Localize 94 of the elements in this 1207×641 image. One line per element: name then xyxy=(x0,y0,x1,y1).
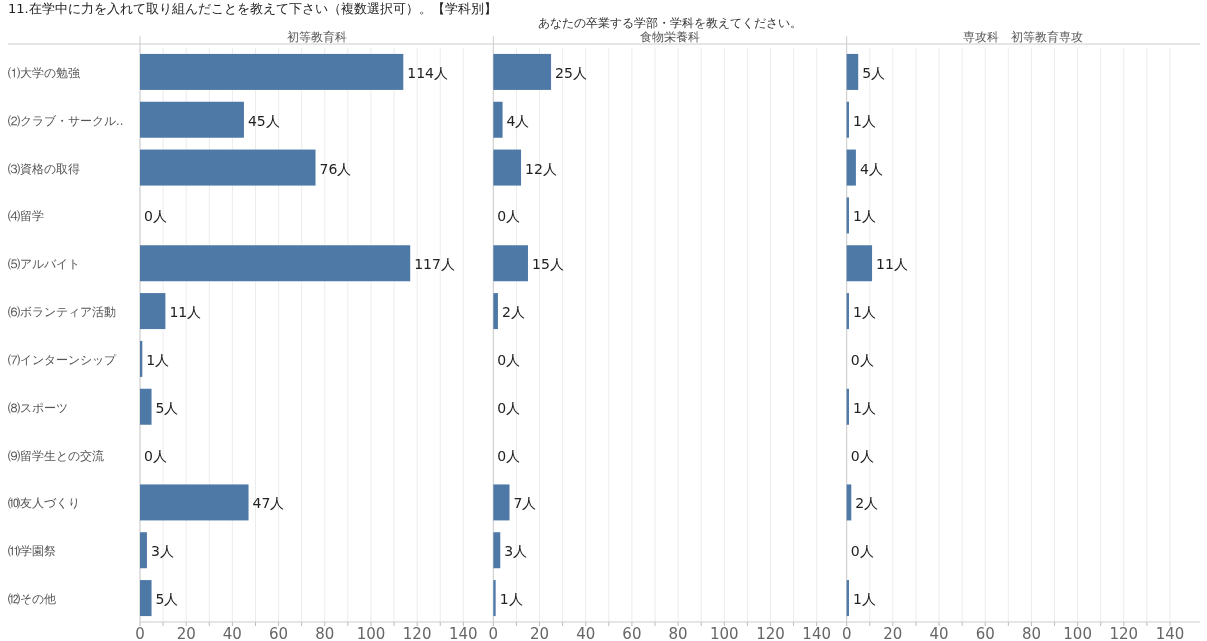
data-label: 0人 xyxy=(850,543,874,560)
data-label: 1人 xyxy=(852,304,876,321)
data-label: 11人 xyxy=(876,256,908,273)
data-label: 1人 xyxy=(852,208,876,225)
bar xyxy=(493,484,510,521)
y-tick-label: ⑵クラブ・サークル.. xyxy=(8,113,124,128)
data-label: 0人 xyxy=(850,447,874,464)
bar xyxy=(140,580,152,617)
data-label: 0人 xyxy=(144,447,167,464)
x-tick-label: 120 xyxy=(756,625,785,641)
x-tick-label: 60 xyxy=(975,625,995,641)
data-label: 0人 xyxy=(850,351,874,368)
data-label: 1人 xyxy=(852,399,876,416)
data-label: 1人 xyxy=(146,351,170,368)
x-tick-label: 80 xyxy=(315,625,335,641)
text: あなたの卒業する学部・学科を教えてください。 xyxy=(538,16,802,30)
y-tick-label: ⑾学園祭 xyxy=(8,544,56,559)
x-tick-label: 40 xyxy=(929,625,949,641)
data-label: 0人 xyxy=(497,447,521,464)
bar xyxy=(140,245,411,282)
bar xyxy=(140,293,166,330)
data-label: 0人 xyxy=(497,399,521,416)
x-tick-label: 100 xyxy=(1063,625,1092,641)
y-tick-label: ⑴大学の勉強 xyxy=(8,65,80,80)
data-label: 47人 xyxy=(252,495,285,512)
bar xyxy=(493,149,522,186)
data-label: 3人 xyxy=(504,543,528,560)
x-tick-label: 20 xyxy=(883,625,903,641)
x-tick-label: 80 xyxy=(1021,625,1041,641)
bar xyxy=(493,101,503,138)
x-tick-label: 40 xyxy=(576,625,596,641)
y-tick-label: ⑿その他 xyxy=(8,592,56,607)
x-tick-label: 0 xyxy=(135,625,145,641)
y-tick-label: ⑸アルバイト xyxy=(8,257,80,272)
bar xyxy=(493,245,528,282)
x-tick-label: 20 xyxy=(529,625,550,641)
bar xyxy=(493,580,496,617)
data-label: 1人 xyxy=(852,112,876,129)
data-label: 0人 xyxy=(497,208,521,225)
x-tick-label: 60 xyxy=(622,625,642,641)
chart-title: 初等教育科 xyxy=(286,30,347,44)
data-label: 5人 xyxy=(155,399,179,416)
bar xyxy=(493,53,552,90)
data-label: 15人 xyxy=(531,256,564,273)
data-label: 4人 xyxy=(506,112,530,129)
bar xyxy=(140,532,147,569)
y-tick-label: ⑽友人づくり xyxy=(8,496,80,511)
data-label: 5人 xyxy=(862,64,886,81)
bar xyxy=(493,532,501,569)
x-tick-label: 120 xyxy=(402,625,432,641)
y-tick-label: ⑶資格の取得 xyxy=(8,161,80,176)
x-tick-label: 100 xyxy=(356,625,386,641)
data-label: 1人 xyxy=(499,591,523,608)
y-tick-label: ⑻スポーツ xyxy=(8,400,68,415)
data-label: 4人 xyxy=(859,160,883,177)
x-tick-label: 100 xyxy=(709,625,739,641)
x-tick-label: 40 xyxy=(222,625,242,641)
data-label: 0人 xyxy=(497,351,521,368)
bar xyxy=(493,293,498,330)
x-tick-label: 140 xyxy=(1155,625,1185,641)
x-tick-label: 0 xyxy=(488,625,499,641)
x-tick-label: 120 xyxy=(1109,625,1139,641)
chart-title: 食物栄養科 xyxy=(640,30,700,44)
chart-title: 専攻科 初等教育専攻 xyxy=(963,30,1084,44)
bar xyxy=(140,388,152,425)
x-tick-label: 140 xyxy=(449,625,478,641)
data-label: 117人 xyxy=(414,256,455,273)
y-tick-label: ⑼留学生との交流 xyxy=(8,448,104,463)
y-tick-label: ⑺インターンシップ xyxy=(8,352,117,367)
x-tick-label: 20 xyxy=(176,625,196,641)
data-label: 2人 xyxy=(501,304,525,321)
data-label: 76人 xyxy=(319,160,352,177)
text: 11.在学中に力を入れて取り組んだことを教えて下さい（複数選択可）。【学科別】 xyxy=(8,1,497,16)
data-label: 114人 xyxy=(407,64,449,81)
data-label: 7人 xyxy=(513,495,537,512)
data-label: 25人 xyxy=(555,64,587,81)
data-label: 45人 xyxy=(247,112,280,129)
y-tick-label: ⑹ボランティア活動 xyxy=(8,305,116,320)
x-tick-label: 80 xyxy=(668,625,688,641)
data-label: 5人 xyxy=(155,591,179,608)
bar xyxy=(140,484,249,521)
data-label: 1人 xyxy=(852,591,876,608)
data-label: 3人 xyxy=(150,543,174,560)
x-tick-label: 60 xyxy=(269,625,289,641)
bar xyxy=(140,149,316,186)
x-tick-label: 0 xyxy=(841,625,852,641)
data-label: 2人 xyxy=(855,495,879,512)
y-tick-label: ⑷留学 xyxy=(8,209,44,224)
bar xyxy=(140,101,244,138)
x-tick-label: 140 xyxy=(802,625,831,641)
data-label: 11人 xyxy=(169,304,202,321)
data-label: 12人 xyxy=(525,160,557,177)
data-label: 0人 xyxy=(144,208,167,225)
bar xyxy=(140,53,404,90)
